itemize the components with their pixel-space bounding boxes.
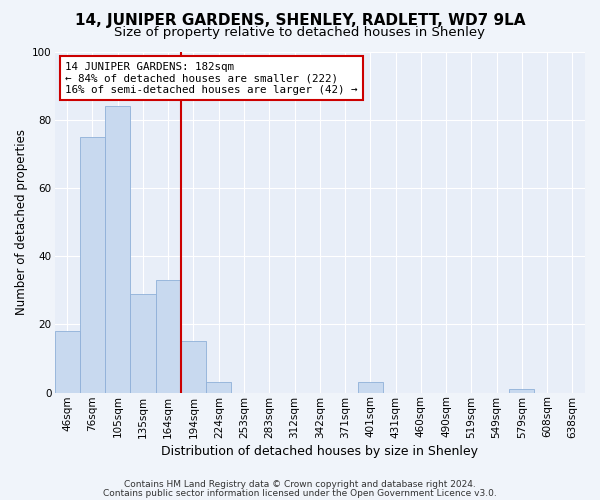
Text: Contains public sector information licensed under the Open Government Licence v3: Contains public sector information licen…: [103, 488, 497, 498]
Bar: [130, 294, 155, 392]
Bar: [181, 342, 206, 392]
Bar: [358, 382, 383, 392]
Y-axis label: Number of detached properties: Number of detached properties: [15, 129, 28, 315]
Bar: [155, 280, 181, 392]
Text: Contains HM Land Registry data © Crown copyright and database right 2024.: Contains HM Land Registry data © Crown c…: [124, 480, 476, 489]
X-axis label: Distribution of detached houses by size in Shenley: Distribution of detached houses by size …: [161, 444, 478, 458]
Bar: [55, 331, 80, 392]
Text: Size of property relative to detached houses in Shenley: Size of property relative to detached ho…: [115, 26, 485, 39]
Text: 14, JUNIPER GARDENS, SHENLEY, RADLETT, WD7 9LA: 14, JUNIPER GARDENS, SHENLEY, RADLETT, W…: [75, 12, 525, 28]
Bar: [206, 382, 232, 392]
Bar: [509, 389, 535, 392]
Text: 14 JUNIPER GARDENS: 182sqm
← 84% of detached houses are smaller (222)
16% of sem: 14 JUNIPER GARDENS: 182sqm ← 84% of deta…: [65, 62, 358, 95]
Bar: [80, 137, 105, 392]
Bar: [105, 106, 130, 393]
